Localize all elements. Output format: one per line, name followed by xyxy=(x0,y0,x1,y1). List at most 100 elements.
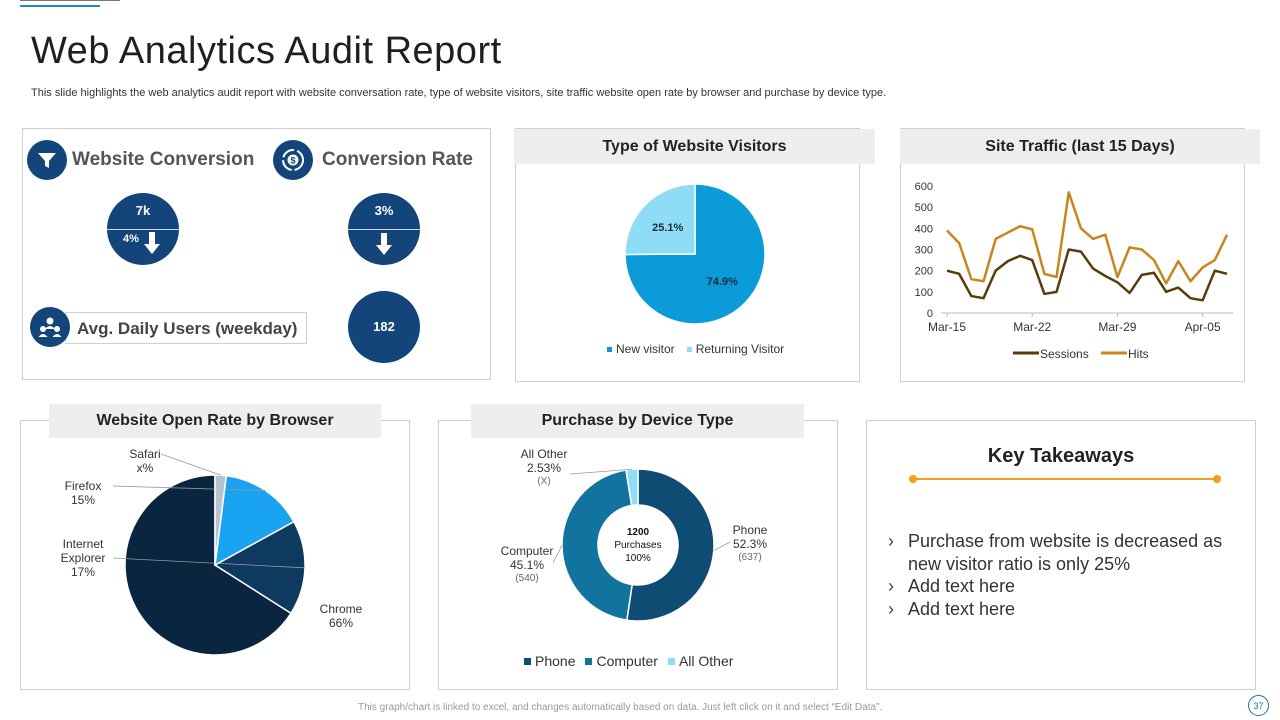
leader-line xyxy=(160,453,221,476)
legend-item: Returning Visitor xyxy=(686,342,785,356)
center-label: 100% xyxy=(625,553,651,564)
legend-label: Computer xyxy=(596,653,658,669)
takeaways-list: Purchase from website is decreased as ne… xyxy=(888,530,1248,620)
dollar-cycle-icon: $ xyxy=(273,140,313,180)
count-label: (637) xyxy=(738,552,761,563)
avg-daily-users-circle: 182 xyxy=(348,291,420,363)
conversion-rate-value: 3% xyxy=(374,203,394,218)
avg-daily-users-label: Avg. Daily Users (weekday) xyxy=(65,312,307,344)
conversion-rate-label: Conversion Rate xyxy=(322,149,473,170)
funnel-icon xyxy=(27,140,67,180)
center-label: 1200 xyxy=(627,527,650,538)
leader-line xyxy=(569,468,632,475)
website-conversion-circle: 7k 4% xyxy=(107,193,179,265)
data-label: 25.1% xyxy=(652,222,683,234)
visitors-pie-chart: 74.9% 25.1% xyxy=(624,183,766,325)
traffic-line-chart: 0 100 200 300 400 500 600 Mar-15 Mar-22 Mar-29 Apr… xyxy=(915,181,1233,361)
category-label: All Other xyxy=(521,447,568,461)
kpi-divider xyxy=(107,229,179,230)
legend-swatch xyxy=(585,657,593,665)
count-label: (X) xyxy=(537,476,550,487)
legend-swatch xyxy=(686,346,692,352)
y-tick-label: 0 xyxy=(927,308,933,320)
legend-item: New visitor xyxy=(607,342,675,356)
website-conversion-label: Website Conversion xyxy=(72,149,255,170)
legend-label: Hits xyxy=(1128,347,1149,361)
page-title: Web Analytics Audit Report xyxy=(31,30,502,72)
legend-label: Sessions xyxy=(1040,347,1089,361)
series-line-hits xyxy=(946,191,1229,285)
legend-label: All Other xyxy=(678,653,734,669)
legend-item: All Other xyxy=(667,653,734,669)
data-label: 17% xyxy=(71,565,95,579)
takeaways-divider xyxy=(913,478,1218,480)
legend-label: Returning Visitor xyxy=(695,342,785,356)
visitors-legend: New visitor Returning Visitor xyxy=(607,342,784,356)
data-label: x% xyxy=(137,461,154,475)
category-label: Explorer xyxy=(61,551,106,565)
kpi-divider xyxy=(348,229,420,230)
legend-item: Computer xyxy=(585,653,658,669)
legend-label: New visitor xyxy=(616,342,675,356)
center-label: Purchases xyxy=(614,540,661,551)
y-tick-label: 500 xyxy=(915,202,933,214)
avg-daily-users-value: 182 xyxy=(373,319,395,334)
legend-swatch xyxy=(607,346,612,352)
doughnut-slice-phone xyxy=(626,468,715,622)
x-tick-label: Mar-22 xyxy=(1013,320,1051,334)
data-label: 66% xyxy=(329,616,353,630)
takeaway-item: Add text here xyxy=(888,575,1248,598)
category-label: Internet xyxy=(63,537,104,551)
browser-chart-title: Website Open Rate by Browser xyxy=(49,404,381,438)
legend-item: Phone xyxy=(524,653,575,669)
category-label: Phone xyxy=(733,523,768,537)
legend-label: Phone xyxy=(535,653,576,669)
website-conversion-value: 7k xyxy=(135,203,151,218)
y-tick-label: 600 xyxy=(915,181,933,193)
leader-line xyxy=(112,485,266,491)
leader-line xyxy=(112,557,305,569)
svg-text:$: $ xyxy=(290,156,295,166)
page-number: 37 xyxy=(1248,695,1269,716)
pie-slice-safari xyxy=(214,474,228,566)
device-chart-title: Purchase by Device Type xyxy=(471,404,804,438)
users-icon xyxy=(30,307,70,347)
top-decor-line xyxy=(20,0,120,1)
traffic-panel xyxy=(900,128,1245,382)
top-decor-accent xyxy=(20,5,100,7)
leader-line xyxy=(713,541,731,551)
data-label: 52.3% xyxy=(733,537,767,551)
divider-dot xyxy=(1213,475,1221,483)
pie-slice-returning-visitor xyxy=(624,183,696,256)
pie-slice-chrome xyxy=(124,474,293,656)
series-line-sessions xyxy=(946,248,1228,302)
divider-dot xyxy=(909,475,917,483)
visitors-chart-title: Type of Website Visitors xyxy=(514,129,875,164)
footer-note: This graph/chart is linked to excel, and… xyxy=(358,702,883,713)
takeaways-title: Key Takeaways xyxy=(987,445,1135,467)
down-arrow-icon xyxy=(376,233,392,255)
data-label: 2.53% xyxy=(527,461,561,475)
y-tick-label: 400 xyxy=(915,223,933,235)
category-label: Computer xyxy=(501,544,554,558)
takeaway-item: Purchase from website is decreased as ne… xyxy=(888,530,1248,575)
category-label: Firefox xyxy=(65,479,102,493)
category-label: Chrome xyxy=(320,602,363,616)
doughnut-slice-computer xyxy=(561,469,633,622)
x-tick-label: Apr-05 xyxy=(1185,320,1221,334)
data-label: 15% xyxy=(71,493,95,507)
data-label: 45.1% xyxy=(510,558,544,572)
takeaway-item: Add text here xyxy=(888,598,1248,621)
doughnut-hole xyxy=(599,506,677,584)
page-subtitle: This slide highlights the web analytics … xyxy=(31,87,887,99)
category-label: Safari xyxy=(129,447,160,461)
traffic-chart-title: Site Traffic (last 15 Days) xyxy=(900,129,1260,164)
legend-swatch xyxy=(667,657,675,665)
x-tick-label: Mar-15 xyxy=(928,320,966,334)
legend-swatch xyxy=(524,657,531,665)
y-tick-label: 200 xyxy=(915,266,933,278)
website-conversion-change: 4% xyxy=(123,233,139,245)
leader-line xyxy=(552,545,563,564)
